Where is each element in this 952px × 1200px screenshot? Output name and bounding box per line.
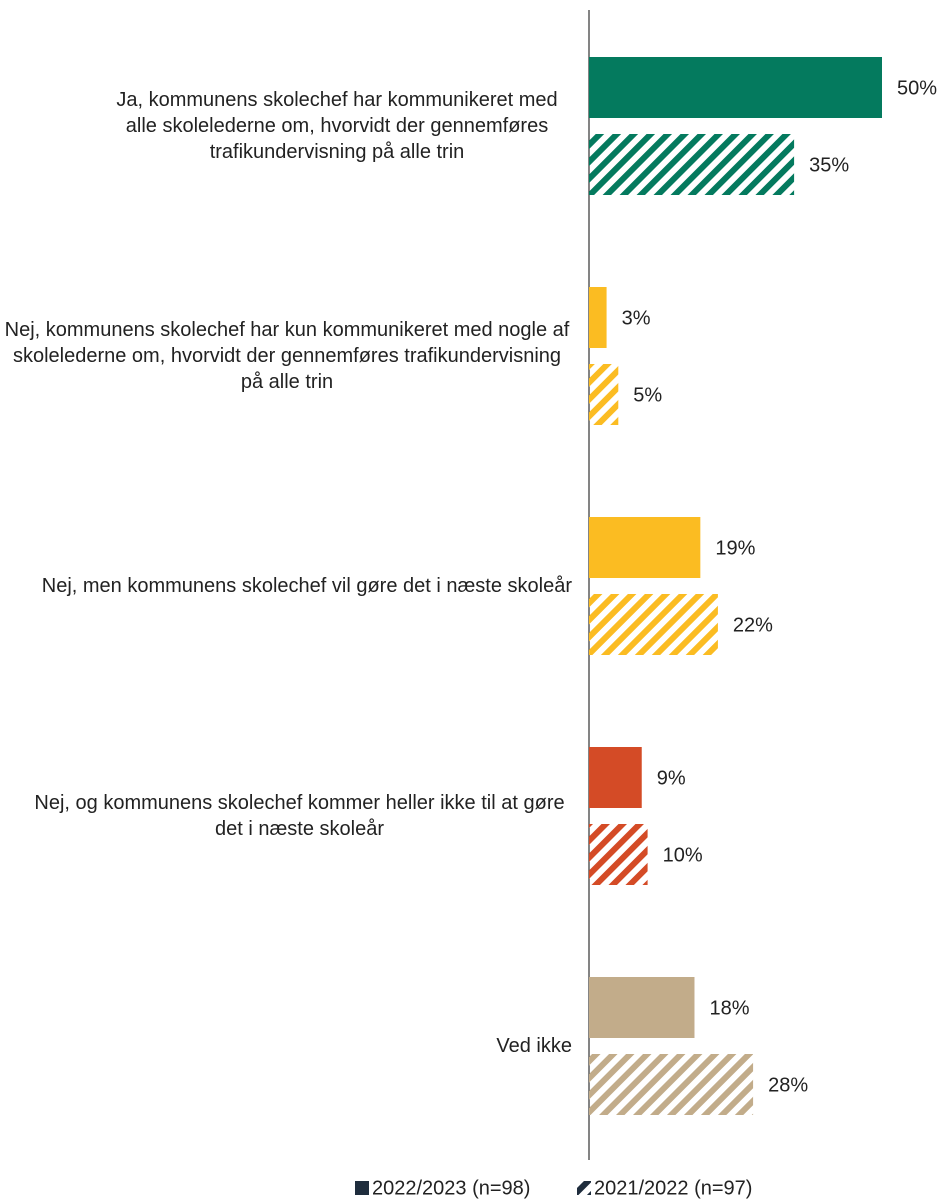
bar — [589, 57, 882, 118]
legend-label: 2022/2023 (n=98) — [372, 1177, 530, 1199]
value-label: 19% — [715, 537, 755, 559]
bar — [589, 594, 718, 655]
legend-swatch — [355, 1181, 369, 1195]
category-label: Nej, men kommunens skolechef vil gøre de… — [41, 575, 572, 597]
value-label: 50% — [897, 77, 937, 99]
bar — [589, 977, 695, 1038]
value-label: 3% — [622, 307, 651, 329]
bar — [589, 364, 619, 425]
category-label: Nej, kommunens skolechef har kun kommuni… — [4, 319, 570, 393]
value-label: 35% — [809, 154, 849, 176]
value-label: 18% — [709, 997, 749, 1019]
bar — [589, 517, 701, 578]
bar — [589, 134, 795, 195]
legend-label: 2021/2022 (n=97) — [594, 1177, 752, 1199]
bar — [589, 747, 642, 808]
value-label: 22% — [733, 614, 773, 636]
category-label: Nej, og kommunens skolechef kommer helle… — [34, 792, 565, 840]
value-label: 9% — [657, 767, 686, 789]
bar — [589, 287, 607, 348]
legend-swatch — [577, 1181, 591, 1195]
value-label: 10% — [663, 844, 703, 866]
bar — [589, 824, 648, 885]
category-label: Ja, kommunens skolechef har kommunikeret… — [116, 89, 558, 163]
value-label: 5% — [633, 384, 662, 406]
category-label: Ved ikke — [496, 1035, 572, 1057]
value-label: 28% — [768, 1074, 808, 1096]
bar — [589, 1054, 754, 1115]
